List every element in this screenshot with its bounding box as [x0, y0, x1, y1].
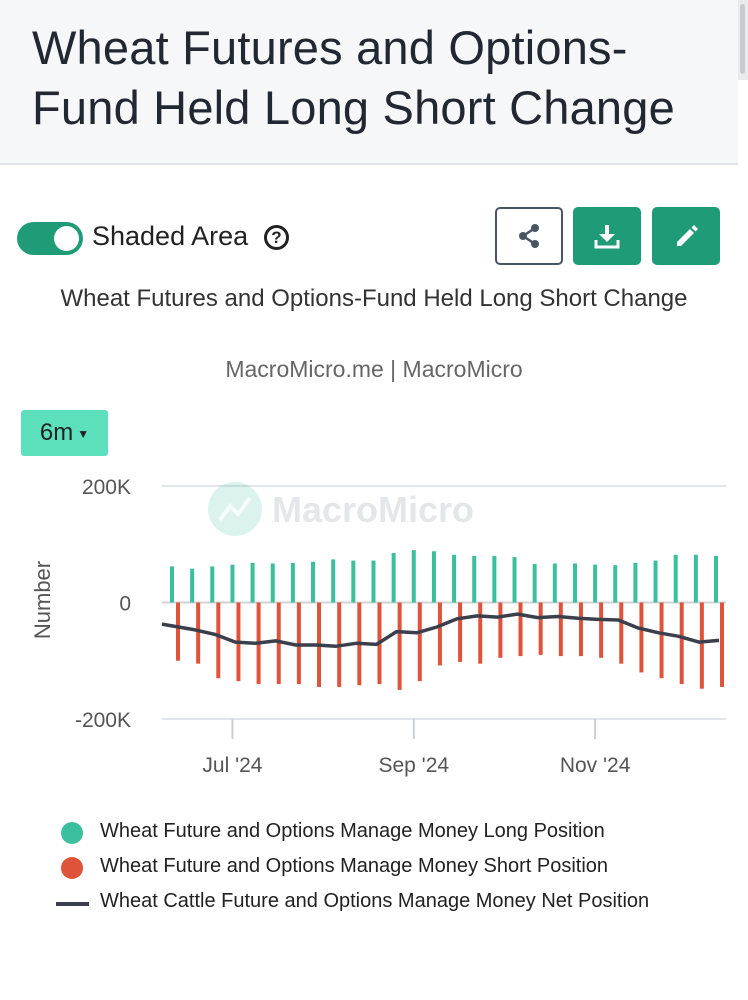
- y-tick-label: 0: [119, 593, 131, 616]
- grid-lines: [162, 485, 726, 720]
- long-bar: [290, 562, 295, 603]
- x-tick-label: Nov '24: [560, 754, 631, 777]
- long-bar: [391, 552, 396, 603]
- long-bar: [532, 564, 537, 603]
- long-bar: [673, 554, 678, 603]
- watermark-text: MacroMicro: [272, 489, 474, 530]
- short-bar: [437, 602, 442, 666]
- caret-down-icon: ▼: [77, 426, 90, 441]
- short-bar: [659, 602, 664, 679]
- long-position-bars: [170, 550, 718, 603]
- share-button[interactable]: [495, 207, 563, 265]
- short-bar: [558, 602, 563, 657]
- long-bar: [714, 555, 718, 603]
- short-bar: [720, 602, 724, 687]
- long-bar: [250, 562, 255, 603]
- long-bar: [311, 561, 316, 603]
- help-icon[interactable]: ?: [264, 225, 289, 250]
- y-axis-ticks: 200K 0 -200K: [75, 476, 131, 732]
- long-bar: [230, 564, 235, 603]
- scrollbar[interactable]: [738, 0, 748, 80]
- shaded-area-label: Shaded Area: [92, 221, 249, 251]
- x-tick-label: Sep '24: [378, 754, 449, 777]
- short-bar: [578, 602, 583, 657]
- net-position-line: [161, 612, 720, 648]
- legend-label-short: Wheat Future and Options Manage Money Sh…: [100, 855, 609, 877]
- legend-marker-long: [61, 822, 83, 844]
- short-bar: [639, 602, 644, 673]
- long-bar: [572, 563, 577, 603]
- long-bar: [653, 560, 658, 603]
- chart-title: Wheat Futures and Options-Fund Held Long…: [60, 285, 688, 312]
- long-bar: [190, 568, 195, 603]
- y-axis-label: Number: [30, 561, 55, 639]
- download-icon: [594, 225, 620, 249]
- x-tick-label: Jul '24: [202, 754, 262, 777]
- scrollbar-thumb[interactable]: [740, 4, 745, 74]
- toggle-knob: [54, 226, 79, 251]
- short-bar: [397, 602, 402, 690]
- legend-label-net: Wheat Cattle Future and Options Manage M…: [100, 890, 650, 912]
- long-bar: [210, 566, 215, 603]
- chart-source: MacroMicro.me | MacroMicro: [225, 356, 523, 382]
- x-axis-ticks: Jul '24 Sep '24 Nov '24: [202, 719, 631, 777]
- range-label: 6m: [39, 419, 74, 446]
- long-bar: [593, 564, 598, 603]
- short-bar: [679, 602, 684, 685]
- long-bar: [693, 554, 698, 603]
- page-header: Wheat Futures and Options-Fund Held Long…: [0, 0, 738, 165]
- short-bar: [699, 602, 704, 689]
- legend-marker-net: [56, 902, 89, 906]
- page-title: Wheat Futures and Options-Fund Held Long…: [32, 21, 675, 134]
- short-bar: [176, 602, 180, 661]
- long-bar: [270, 563, 275, 603]
- long-bar: [351, 560, 356, 603]
- short-bar: [478, 602, 483, 664]
- short-bar: [619, 602, 624, 664]
- watermark: MacroMicro: [208, 482, 474, 536]
- download-button[interactable]: [573, 207, 641, 265]
- long-bar: [552, 563, 557, 603]
- short-bar: [498, 602, 503, 658]
- long-bar: [512, 557, 517, 603]
- pencil-icon: [677, 225, 698, 246]
- long-bar: [371, 560, 376, 603]
- short-bar: [216, 602, 221, 679]
- y-tick-label: 200K: [82, 476, 131, 499]
- long-bar: [492, 555, 497, 603]
- short-bar: [417, 602, 422, 682]
- shaded-area-toggle[interactable]: [17, 222, 83, 255]
- long-bar: [331, 559, 336, 603]
- long-bar: [411, 550, 416, 603]
- long-bar: [633, 562, 638, 603]
- short-bar: [196, 602, 201, 664]
- range-selector[interactable]: 6m ▼: [21, 410, 108, 456]
- long-bar: [472, 555, 477, 603]
- y-tick-label: -200K: [75, 709, 131, 732]
- net-line: [161, 612, 720, 648]
- share-icon: [519, 224, 539, 248]
- chart-plot: MacroMicro 200K 0 -200K Number Jul '24 Sep …: [30, 476, 726, 777]
- long-bar: [613, 565, 618, 603]
- legend-marker-short: [61, 857, 83, 879]
- long-bar: [431, 551, 436, 603]
- short-position-bars: [176, 602, 724, 690]
- short-bar: [599, 602, 604, 658]
- edit-button[interactable]: [652, 207, 720, 265]
- long-bar: [170, 566, 174, 603]
- legend-label-long: Wheat Future and Options Manage Money Lo…: [100, 820, 605, 842]
- short-bar: [458, 602, 463, 662]
- short-bar: [538, 602, 543, 655]
- short-bar: [518, 602, 523, 657]
- long-bar: [452, 554, 457, 603]
